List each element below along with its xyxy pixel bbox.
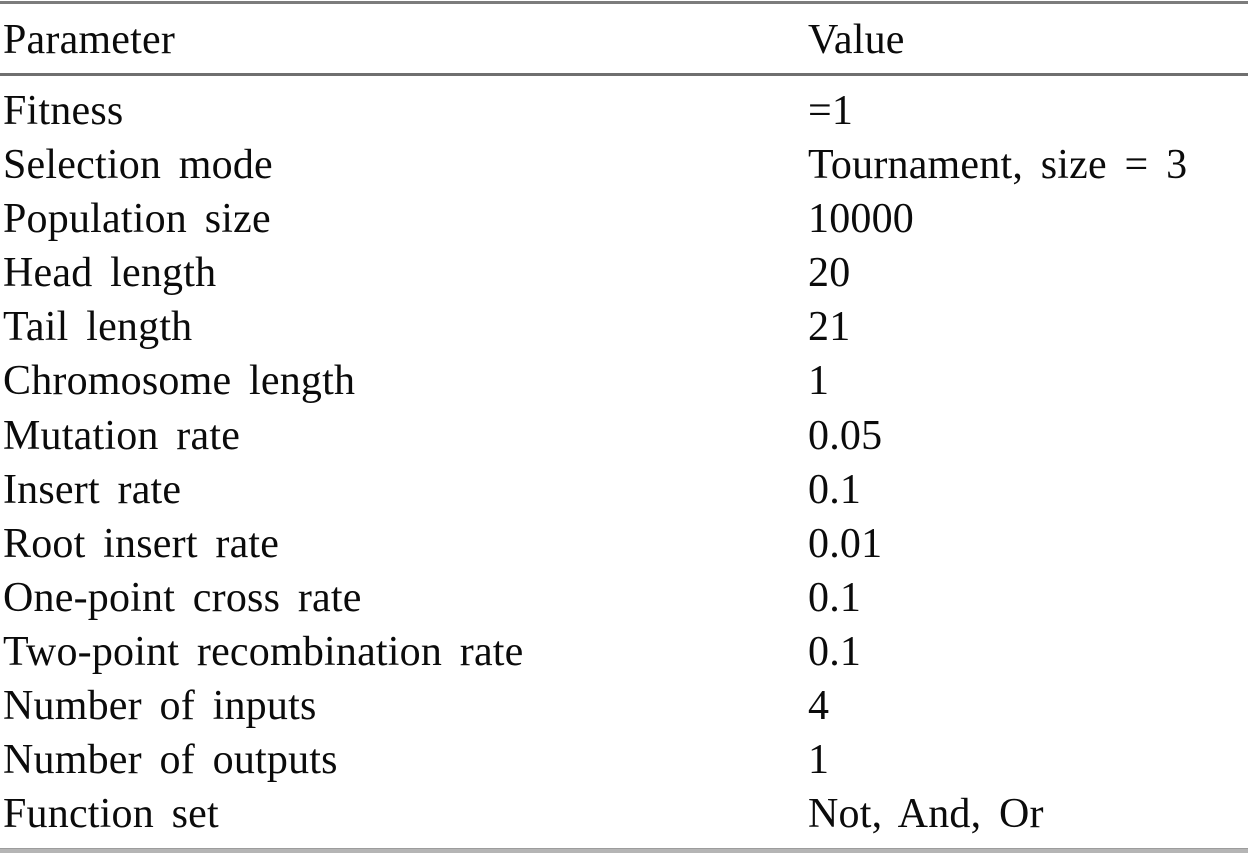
param-cell: Population size [3,196,271,243]
value-cell: 21 [808,304,851,351]
param-cell: Selection mode [3,142,273,189]
param-cell: Function set [3,791,219,838]
table-row: Number of inputs 4 [0,679,1248,733]
table-row: Chromosome length 1 [0,354,1248,408]
param-cell: Number of inputs [3,683,317,730]
value-cell: 10000 [808,196,914,243]
value-cell: 20 [808,250,851,297]
param-cell: One-point cross rate [3,574,362,621]
param-cell: Chromosome length [3,358,356,405]
param-cell: Insert rate [3,466,182,513]
value-cell: 1 [808,737,830,784]
table-row: Function set Not, And, Or [0,787,1248,841]
table-header-row: Parameter Value [0,13,1248,67]
table-row: One-point cross rate 0.1 [0,571,1248,625]
table-row: Fitness =1 [0,84,1248,138]
param-cell: Head length [3,250,217,297]
value-cell: 1 [808,358,830,405]
value-cell: Tournament, size = 3 [808,142,1188,189]
value-cell: 4 [808,683,830,730]
table-row: Population size 10000 [0,192,1248,246]
value-cell: 0.01 [808,520,883,567]
param-cell: Root insert rate [3,520,280,567]
column-header-value: Value [808,17,905,63]
value-cell: 0.1 [808,574,862,621]
value-cell: Not, And, Or [808,791,1044,838]
table-row: Tail length 21 [0,300,1248,354]
table-row: Head length 20 [0,246,1248,300]
value-cell: =1 [808,88,854,134]
table-row: Number of outputs 1 [0,733,1248,787]
table-row: Insert rate 0.1 [0,463,1248,517]
value-cell: 0.1 [808,466,862,513]
table-body: Fitness =1 Selection mode Tournament, si… [0,84,1248,841]
param-cell: Mutation rate [3,412,241,459]
value-cell: 0.1 [808,628,862,675]
table-row: Root insert rate 0.01 [0,517,1248,571]
param-cell: Two-point recombination rate [3,628,524,675]
table-bottom-rule [0,848,1248,853]
param-cell: Number of outputs [3,737,338,784]
param-cell: Tail length [3,304,193,351]
table-row: Two-point recombination rate 0.1 [0,625,1248,679]
column-header-parameter: Parameter [3,17,176,63]
table-row: Selection mode Tournament, size = 3 [0,138,1248,192]
table-row: Mutation rate 0.05 [0,409,1248,463]
param-cell: Fitness [3,88,124,134]
table-top-rule [0,1,1248,4]
value-cell: 0.05 [808,412,883,459]
table-header-rule [0,73,1248,76]
